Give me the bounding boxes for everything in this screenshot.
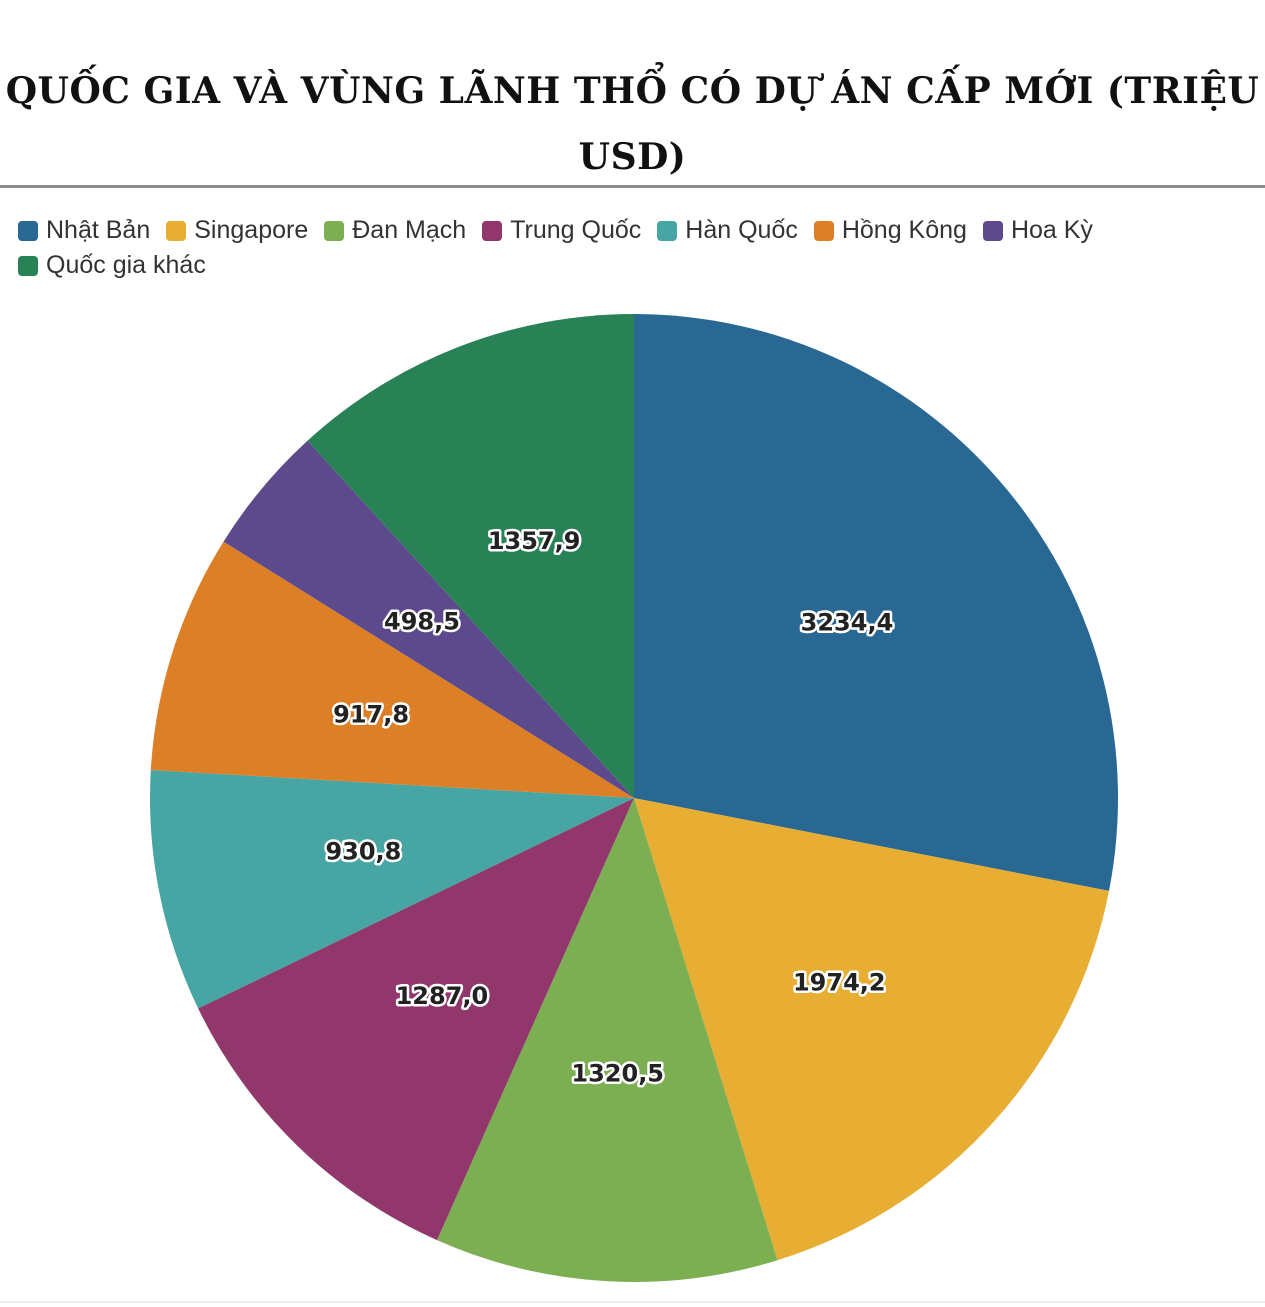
legend-label: Hồng Kông	[841, 216, 967, 244]
slice-value-label: 1357,9	[488, 527, 581, 555]
pie-slice[interactable]	[634, 314, 1118, 891]
legend-label: Trung Quốc	[510, 216, 642, 244]
slice-value-label: 3234,4	[801, 609, 894, 637]
pie-slice[interactable]	[307, 314, 634, 798]
pie-slice[interactable]	[150, 541, 635, 798]
slice-value-label: 1320,5	[571, 1059, 664, 1087]
legend-item[interactable]: Hoa Kỳ	[982, 216, 1093, 245]
title-divider	[0, 185, 1265, 188]
pie-slice[interactable]	[149, 770, 634, 1009]
legend-label: Quốc gia khác	[46, 251, 206, 279]
legend-item[interactable]: Hàn Quốc	[657, 216, 798, 245]
legend-label: Đan Mạch	[352, 216, 467, 244]
chart-title: QUỐC GIA VÀ VÙNG LÃNH THỔ CÓ DỰ ÁN CẤP M…	[5, 70, 1260, 178]
pie-slice[interactable]	[634, 798, 1110, 1261]
legend-swatch	[18, 220, 38, 241]
legend-label: Hàn Quốc	[685, 216, 798, 244]
slice-value-label: 498,5	[384, 607, 460, 635]
legend-label: Hoa Kỳ	[1010, 216, 1093, 244]
pie-slice[interactable]	[198, 798, 634, 1241]
legend-label: Singapore	[194, 216, 309, 244]
legend-item[interactable]: Đan Mạch	[324, 216, 466, 245]
legend-item[interactable]: Hồng Kông	[813, 216, 967, 245]
slice-value-label: 1974,2	[793, 968, 886, 996]
legend-item[interactable]: Quốc gia khác	[18, 251, 206, 280]
legend-item[interactable]: Singapore	[166, 216, 308, 245]
slice-value-label: 1287,0	[396, 982, 489, 1010]
legend-item[interactable]: Trung Quốc	[482, 216, 641, 245]
legend-swatch	[482, 220, 503, 241]
slice-value-label: 917,8	[333, 700, 409, 728]
legend-swatch	[324, 220, 345, 241]
legend-swatch	[813, 220, 834, 241]
bottom-divider	[0, 1301, 1265, 1303]
legend-swatch	[18, 255, 38, 276]
legend-swatch	[982, 220, 1003, 241]
legend-label: Nhật Bản	[46, 216, 151, 244]
chart-legend: Nhật Bản Singapore Đan Mạch Trung Quốc Hàn Q…	[18, 216, 1248, 280]
pie-slice[interactable]	[223, 440, 635, 798]
legend-swatch	[657, 220, 678, 241]
slice-value-label: 930,8	[325, 838, 401, 866]
legend-swatch	[166, 220, 187, 241]
legend-item[interactable]: Nhật Bản	[18, 216, 150, 245]
pie-slice[interactable]	[437, 798, 778, 1282]
